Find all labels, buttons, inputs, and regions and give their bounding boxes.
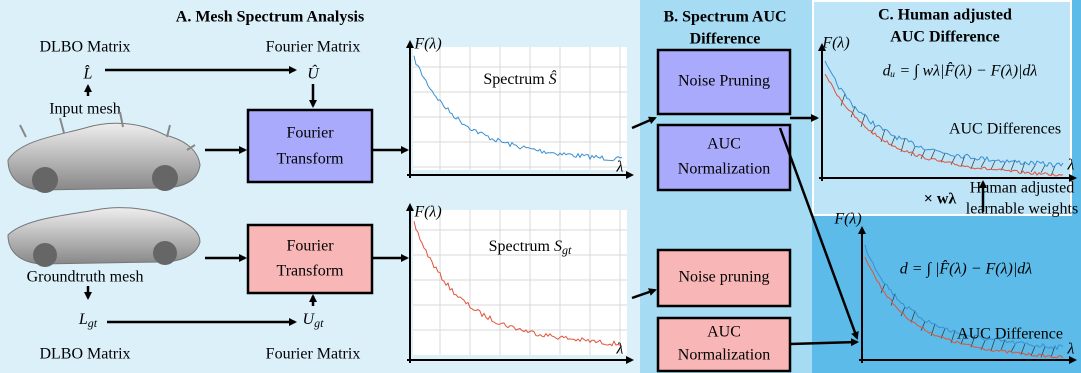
axis-label: F(λ)	[413, 204, 441, 221]
section-title: AUC Difference	[890, 29, 999, 46]
section-title: A. Mesh Spectrum Analysis	[176, 9, 364, 26]
plot-label: AUC Difference	[957, 326, 1063, 343]
box-label: Noise Pruning	[678, 73, 770, 90]
symbol: Û	[307, 64, 320, 83]
axis-label: λ	[616, 159, 624, 176]
symbol: Ŝ	[549, 69, 557, 88]
symbol: S	[554, 238, 562, 255]
process-box	[248, 225, 372, 293]
axis-label: F(λ)	[821, 35, 849, 52]
plot-label: Spectrum Ŝ	[483, 69, 556, 88]
text: Spectrum	[483, 71, 545, 88]
axis-label: F(λ)	[833, 211, 861, 228]
axis-label: λ	[1067, 341, 1075, 358]
box-label: AUC	[707, 324, 741, 341]
label: Groundtruth mesh	[27, 269, 144, 286]
figure: A. Mesh Spectrum Analysis DLBO Matrix Fo…	[0, 0, 1081, 373]
spectrum-plot	[407, 42, 632, 178]
symbol-sub: gt	[88, 316, 98, 330]
label: Human adjusted	[970, 180, 1074, 197]
symbol: L̂	[83, 64, 93, 83]
process-box	[248, 110, 372, 182]
label: Input mesh	[49, 101, 121, 118]
text: Spectrum	[489, 238, 551, 255]
symbol-sub: gt	[314, 316, 324, 330]
box-label: Fourier	[286, 125, 334, 142]
label: DLBO Matrix	[39, 39, 130, 56]
label: Fourier Matrix	[266, 346, 361, 363]
box-label: AUC	[707, 136, 741, 153]
section-title: B. Spectrum AUC	[663, 9, 786, 26]
plot-label: AUC Differences	[949, 121, 1061, 138]
box-label: Transform	[277, 151, 345, 168]
axis-label: F(λ)	[413, 36, 441, 53]
label: learnable weights	[966, 201, 1078, 218]
box-label: Normalization	[678, 347, 770, 364]
box-label: Normalization	[678, 161, 770, 178]
box-label: Transform	[277, 263, 345, 280]
multiplier: × wλ	[924, 191, 957, 208]
formula: dᵤ = ∫ wλ|F̂(λ) − F(λ)|dλ	[883, 61, 1038, 81]
label: DLBO Matrix	[39, 346, 130, 363]
formula: d = ∫ |F̂(λ) − F(λ)|dλ	[900, 259, 1032, 279]
section-title: C. Human adjusted	[878, 7, 1012, 24]
spectrum-plot	[407, 205, 632, 363]
box-label: Noise pruning	[678, 269, 769, 286]
box-label: Fourier	[286, 238, 334, 255]
section-title: Difference	[690, 31, 761, 48]
axis-label: λ	[1067, 157, 1075, 174]
label: Fourier Matrix	[266, 39, 361, 56]
axis-label: λ	[616, 341, 624, 358]
symbol-base: L	[78, 311, 88, 328]
plot-label: Spectrum Sgt	[489, 238, 572, 257]
symbol-sub: gt	[562, 243, 572, 257]
